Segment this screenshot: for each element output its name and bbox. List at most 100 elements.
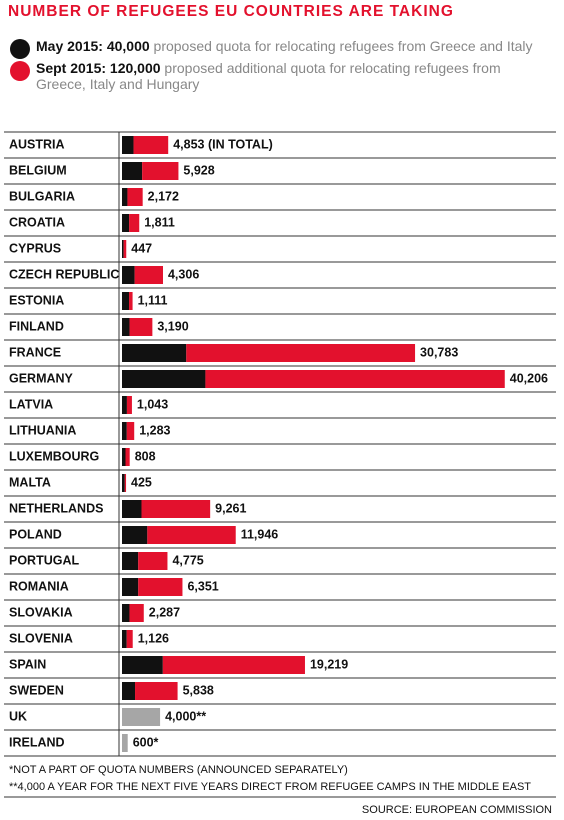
bar-segment [122, 630, 127, 648]
legend: May 2015: 40,000 proposed quota for relo… [8, 38, 548, 98]
bar-segment [122, 318, 130, 336]
bar-segment [127, 188, 143, 206]
bar-segment [124, 474, 127, 492]
total-label: 4,853 (IN TOTAL) [173, 137, 273, 151]
bar-segment [205, 370, 505, 388]
legend-swatch [10, 39, 30, 59]
total-label: 600* [133, 735, 159, 749]
bar-segment [122, 500, 142, 518]
total-label: 2,287 [149, 605, 180, 619]
total-label: 1,043 [137, 397, 168, 411]
legend-description: proposed additional quota for relocating… [36, 60, 501, 92]
bar-segment [122, 136, 134, 154]
legend-item: Sept 2015: 120,000 proposed additional q… [8, 60, 548, 92]
total-label: 425 [131, 475, 152, 489]
bar-segment [135, 682, 178, 700]
bar-segment [129, 292, 133, 310]
bar-segment [126, 396, 132, 414]
bar-segment [162, 656, 305, 674]
bar-segment [138, 552, 168, 570]
legend-label: May 2015: 40,000 [36, 38, 150, 54]
bar-segment [133, 136, 169, 154]
bar-segment [125, 448, 130, 466]
title: NUMBER OF REFUGEES EU COUNTRIES ARE TAKI… [8, 3, 454, 20]
bar-segment [122, 734, 128, 752]
category-label: LUXEMBOURG [9, 449, 99, 463]
bar-segment [122, 370, 206, 388]
bar-segment [122, 292, 130, 310]
total-label: 40,206 [510, 371, 548, 385]
category-label: CYPRUS [9, 241, 61, 255]
category-label: SPAIN [9, 657, 46, 671]
category-label: ESTONIA [9, 293, 64, 307]
category-label: LATVIA [9, 397, 53, 411]
bar-segment [122, 708, 161, 726]
total-label: 2,172 [148, 189, 179, 203]
category-label: SWEDEN [9, 683, 64, 697]
total-label: 19,219 [310, 657, 348, 671]
category-label: NETHERLANDS [9, 501, 103, 515]
bar-segment [147, 526, 236, 544]
total-label: 3,190 [157, 319, 188, 333]
bar-segment [122, 396, 127, 414]
total-label: 4,306 [168, 267, 199, 281]
footnote: **4,000 A YEAR FOR THE NEXT FIVE YEARS D… [9, 781, 531, 793]
total-label: 30,783 [420, 345, 458, 359]
total-label: 5,928 [183, 163, 214, 177]
footnote: *NOT A PART OF QUOTA NUMBERS (ANNOUNCED … [9, 764, 348, 776]
bar-segment [126, 630, 133, 648]
bar-segment [122, 266, 135, 284]
bar-segment [138, 578, 183, 596]
bar-segment [122, 214, 130, 232]
category-label: CZECH REPUBLIC [9, 267, 119, 281]
total-label: 6,351 [187, 579, 218, 593]
category-label: SLOVAKIA [9, 605, 73, 619]
category-label: FRANCE [9, 345, 61, 359]
total-label: 9,261 [215, 501, 246, 515]
bar-segment [141, 500, 211, 518]
category-label: IRELAND [9, 735, 65, 749]
bar-segment [122, 240, 124, 258]
bar-segment [186, 344, 416, 362]
bar-segment [122, 656, 163, 674]
bar-segment [122, 578, 139, 596]
bar-segment [142, 162, 179, 180]
legend-description: proposed quota for relocating refugees f… [153, 38, 533, 54]
bar-segment [122, 162, 143, 180]
total-label: 11,946 [241, 527, 279, 541]
category-label: BELGIUM [9, 163, 67, 177]
total-label: 1,126 [138, 631, 169, 645]
bar-segment [122, 344, 187, 362]
total-label: 4,775 [172, 553, 203, 567]
category-label: MALTA [9, 475, 51, 489]
category-label: FINLAND [9, 319, 64, 333]
bar-segment [129, 214, 140, 232]
total-label: 4,000** [165, 709, 206, 723]
category-label: GERMANY [9, 371, 74, 385]
category-label: PORTUGAL [9, 553, 80, 567]
bar-segment [122, 188, 128, 206]
total-label: 1,111 [138, 293, 168, 307]
source: SOURCE: EUROPEAN COMMISSION [362, 804, 552, 816]
total-label: 808 [135, 449, 156, 463]
bar-segment [122, 448, 126, 466]
bar-segment [123, 240, 127, 258]
bar-segment [129, 604, 144, 622]
bar-segment [122, 422, 127, 440]
category-label: ROMANIA [9, 579, 69, 593]
total-label: 1,283 [139, 423, 170, 437]
bar-segment [126, 422, 135, 440]
category-label: CROATIA [9, 215, 65, 229]
bar-segment [122, 526, 148, 544]
total-label: 1,811 [144, 215, 175, 229]
bar-segment [122, 552, 139, 570]
bar-segment [122, 474, 125, 492]
category-label: POLAND [9, 527, 62, 541]
legend-swatch [10, 61, 30, 81]
bar-segment [122, 604, 130, 622]
total-label: 5,838 [183, 683, 214, 697]
category-label: BULGARIA [9, 189, 75, 203]
category-label: UK [9, 709, 27, 723]
bar-segment [134, 266, 163, 284]
legend-label: Sept 2015: 120,000 [36, 60, 161, 76]
